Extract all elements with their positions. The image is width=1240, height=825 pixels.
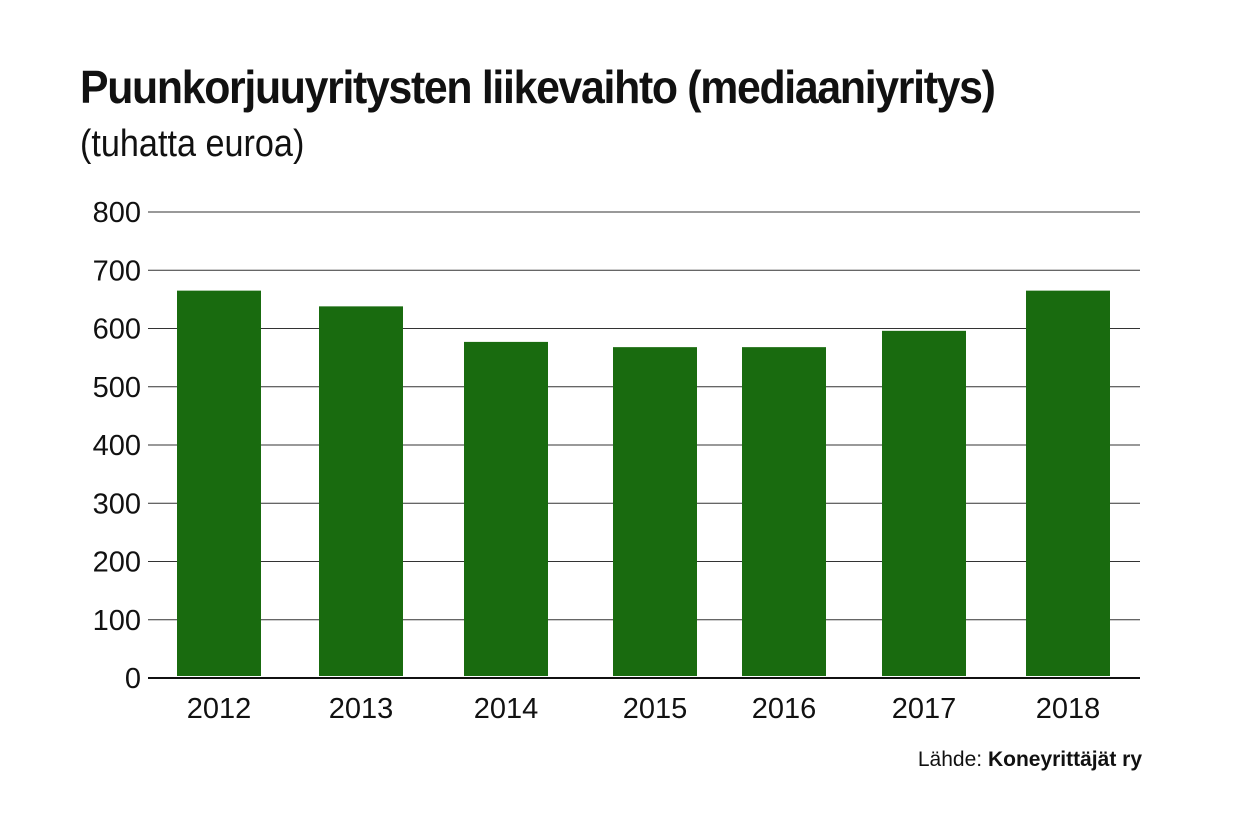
y-axis-ticks: 0 100 200 300 400 500 600 700 800 <box>93 197 141 695</box>
source-name: Koneyrittäjät ry <box>987 748 1142 771</box>
y-tick-label: 600 <box>93 314 141 346</box>
x-tick-label: 2015 <box>623 693 688 725</box>
x-tick-label: 2013 <box>329 693 394 725</box>
chart-title: Puunkorjuuyritysten liikevaihto (mediaan… <box>80 61 996 113</box>
x-tick-label: 2012 <box>187 693 252 725</box>
y-tick-label: 500 <box>93 372 141 404</box>
bar-2018 <box>1026 290 1110 676</box>
chart-subtitle: (tuhatta euroa) <box>80 123 305 165</box>
y-tick-label: 100 <box>93 605 141 637</box>
x-axis-ticks: 2012 2013 2014 2015 2016 2017 2018 <box>187 693 1101 725</box>
y-tick-label: 300 <box>93 488 141 520</box>
x-tick-label: 2017 <box>892 693 957 725</box>
y-tick-label: 700 <box>93 255 141 287</box>
bar-2013 <box>319 306 403 676</box>
y-tick-label: 800 <box>93 197 141 229</box>
source-note: Lähde: Koneyrittäjät ry <box>918 748 1142 772</box>
y-tick-label: 200 <box>93 547 141 579</box>
source-label: Lähde: <box>917 748 983 771</box>
bars <box>177 290 1110 676</box>
bar-2015 <box>613 347 697 676</box>
bar-2016 <box>742 347 826 676</box>
x-tick-label: 2016 <box>752 693 817 725</box>
bar-2017 <box>882 330 966 676</box>
x-tick-label: 2014 <box>474 693 539 725</box>
bar-2012 <box>177 290 261 676</box>
y-tick-label: 0 <box>125 663 141 695</box>
y-tick-label: 400 <box>93 430 141 462</box>
x-tick-label: 2018 <box>1036 693 1101 725</box>
bar-2014 <box>464 341 548 676</box>
